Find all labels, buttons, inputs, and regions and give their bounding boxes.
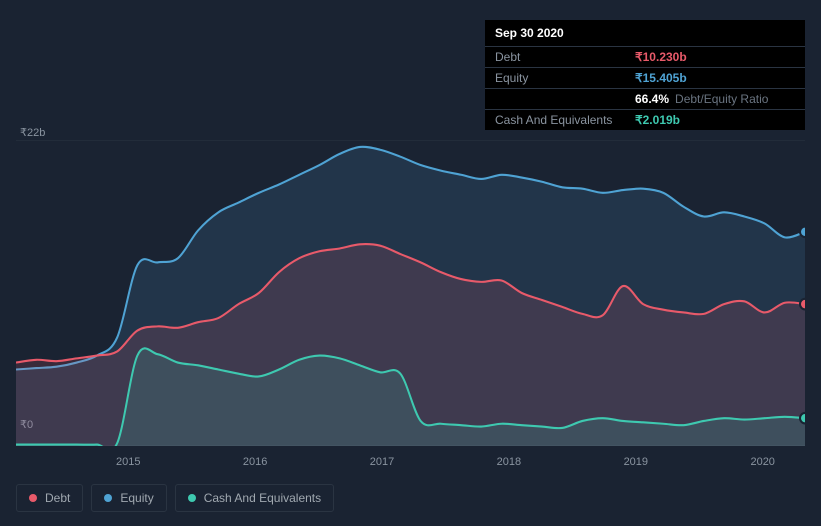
- tooltip-value: ₹15.405b: [635, 71, 687, 85]
- x-tick: 2015: [116, 456, 140, 468]
- legend-item-equity[interactable]: Equity: [91, 484, 166, 512]
- x-tick: 2020: [750, 456, 774, 468]
- chart-container: Sep 30 2020 Debt ₹10.230b Equity ₹15.405…: [0, 0, 821, 526]
- tooltip-label: [495, 92, 635, 106]
- tooltip-value: ₹2.019b: [635, 113, 680, 127]
- y-axis-label-max: ₹22b: [20, 126, 45, 139]
- x-tick: 2018: [497, 456, 521, 468]
- legend-label: Cash And Equivalents: [204, 491, 321, 505]
- legend-dot-icon: [188, 494, 196, 502]
- tooltip-row-ratio: 66.4%Debt/Equity Ratio: [485, 88, 805, 109]
- legend-item-debt[interactable]: Debt: [16, 484, 83, 512]
- tooltip-value: ₹10.230b: [635, 50, 687, 64]
- tooltip-row-cash: Cash And Equivalents ₹2.019b: [485, 109, 805, 130]
- x-tick: 2016: [243, 456, 267, 468]
- tooltip-date: Sep 30 2020: [485, 20, 805, 46]
- tooltip-label: Cash And Equivalents: [495, 113, 635, 127]
- legend-dot-icon: [104, 494, 112, 502]
- legend-item-cash[interactable]: Cash And Equivalents: [175, 484, 334, 512]
- chart-legend: Debt Equity Cash And Equivalents: [16, 484, 334, 512]
- x-tick: 2019: [624, 456, 648, 468]
- x-axis-labels: 2015 2016 2017 2018 2019 2020: [16, 456, 805, 468]
- legend-dot-icon: [29, 494, 37, 502]
- x-tick: 2017: [370, 456, 394, 468]
- tooltip-label: Equity: [495, 71, 635, 85]
- tooltip-row-debt: Debt ₹10.230b: [485, 46, 805, 67]
- tooltip-value: 66.4%Debt/Equity Ratio: [635, 92, 768, 106]
- chart-plot-area[interactable]: [16, 140, 805, 446]
- tooltip-row-equity: Equity ₹15.405b: [485, 67, 805, 88]
- chart-svg: [16, 140, 805, 446]
- legend-label: Equity: [120, 491, 153, 505]
- legend-label: Debt: [45, 491, 70, 505]
- chart-tooltip: Sep 30 2020 Debt ₹10.230b Equity ₹15.405…: [485, 20, 805, 130]
- tooltip-label: Debt: [495, 50, 635, 64]
